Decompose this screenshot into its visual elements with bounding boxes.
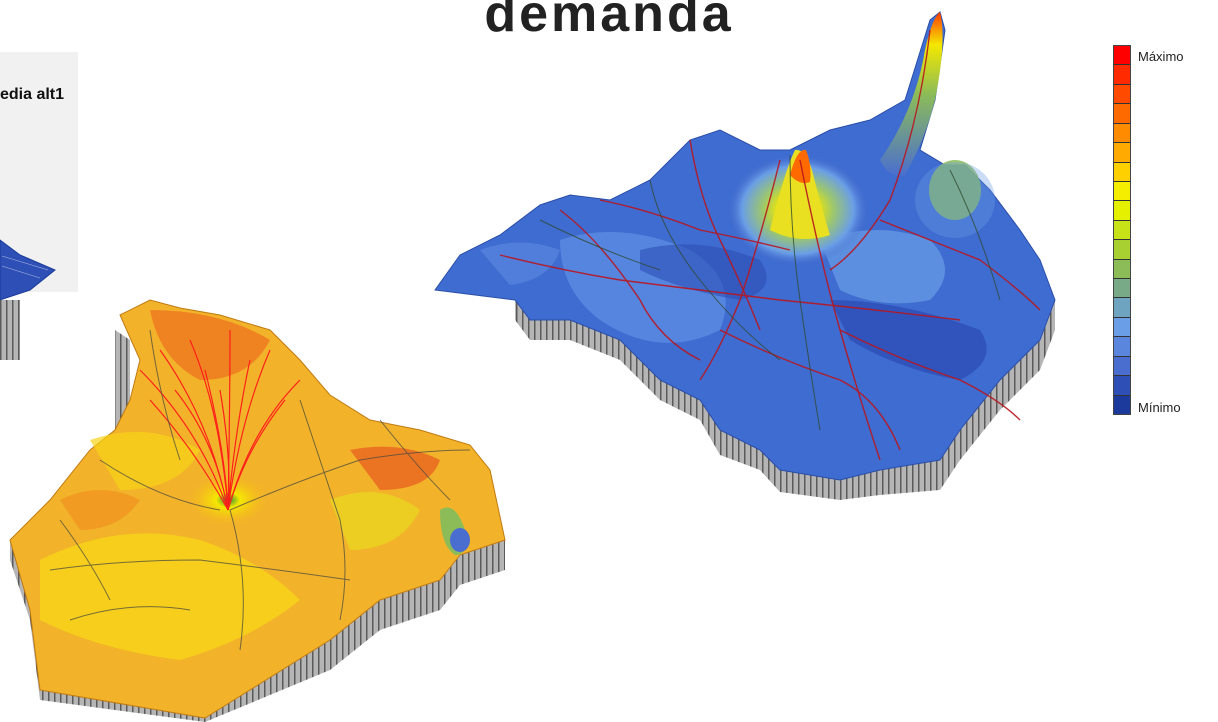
left-panel-label: edia alt1	[0, 86, 65, 103]
red-flow-lines	[139, 329, 301, 511]
legend-swatch	[1114, 395, 1130, 415]
blue-terrain-surface	[434, 11, 1056, 500]
legend-swatch	[1114, 143, 1130, 163]
yellow-terrain-surface	[0, 299, 506, 722]
legend-min-label: Mínimo	[1138, 400, 1181, 415]
legend-swatch	[1114, 279, 1130, 299]
legend-swatch	[1114, 240, 1130, 260]
legend-swatch	[1114, 337, 1130, 357]
legend-swatch	[1114, 181, 1130, 202]
central-peak	[770, 149, 830, 239]
blue-fragment	[0, 239, 56, 301]
legend-swatch	[1114, 376, 1130, 396]
legend-swatch	[1114, 356, 1130, 377]
legend-swatch	[1114, 65, 1130, 85]
legend-swatch	[1114, 201, 1130, 221]
legend-color-bar	[1113, 45, 1131, 415]
yellow-road-network	[49, 329, 471, 651]
legend-swatch	[1114, 46, 1130, 66]
blue-road-network	[499, 29, 1041, 461]
green-bump	[929, 160, 981, 220]
legend-max-label: Máximo	[1138, 49, 1184, 64]
legend-swatch	[1114, 317, 1130, 338]
legend-swatch	[1114, 298, 1130, 318]
legend-swatch	[1114, 220, 1130, 241]
legend-swatch	[1114, 259, 1130, 280]
legend-swatch	[1114, 104, 1130, 124]
slide-title: demanda	[484, 0, 734, 43]
legend-swatch	[1114, 84, 1130, 105]
legend-swatch	[1114, 162, 1130, 182]
legend-swatch	[1114, 123, 1130, 144]
color-legend: Máximo Mínimo	[1113, 45, 1213, 425]
